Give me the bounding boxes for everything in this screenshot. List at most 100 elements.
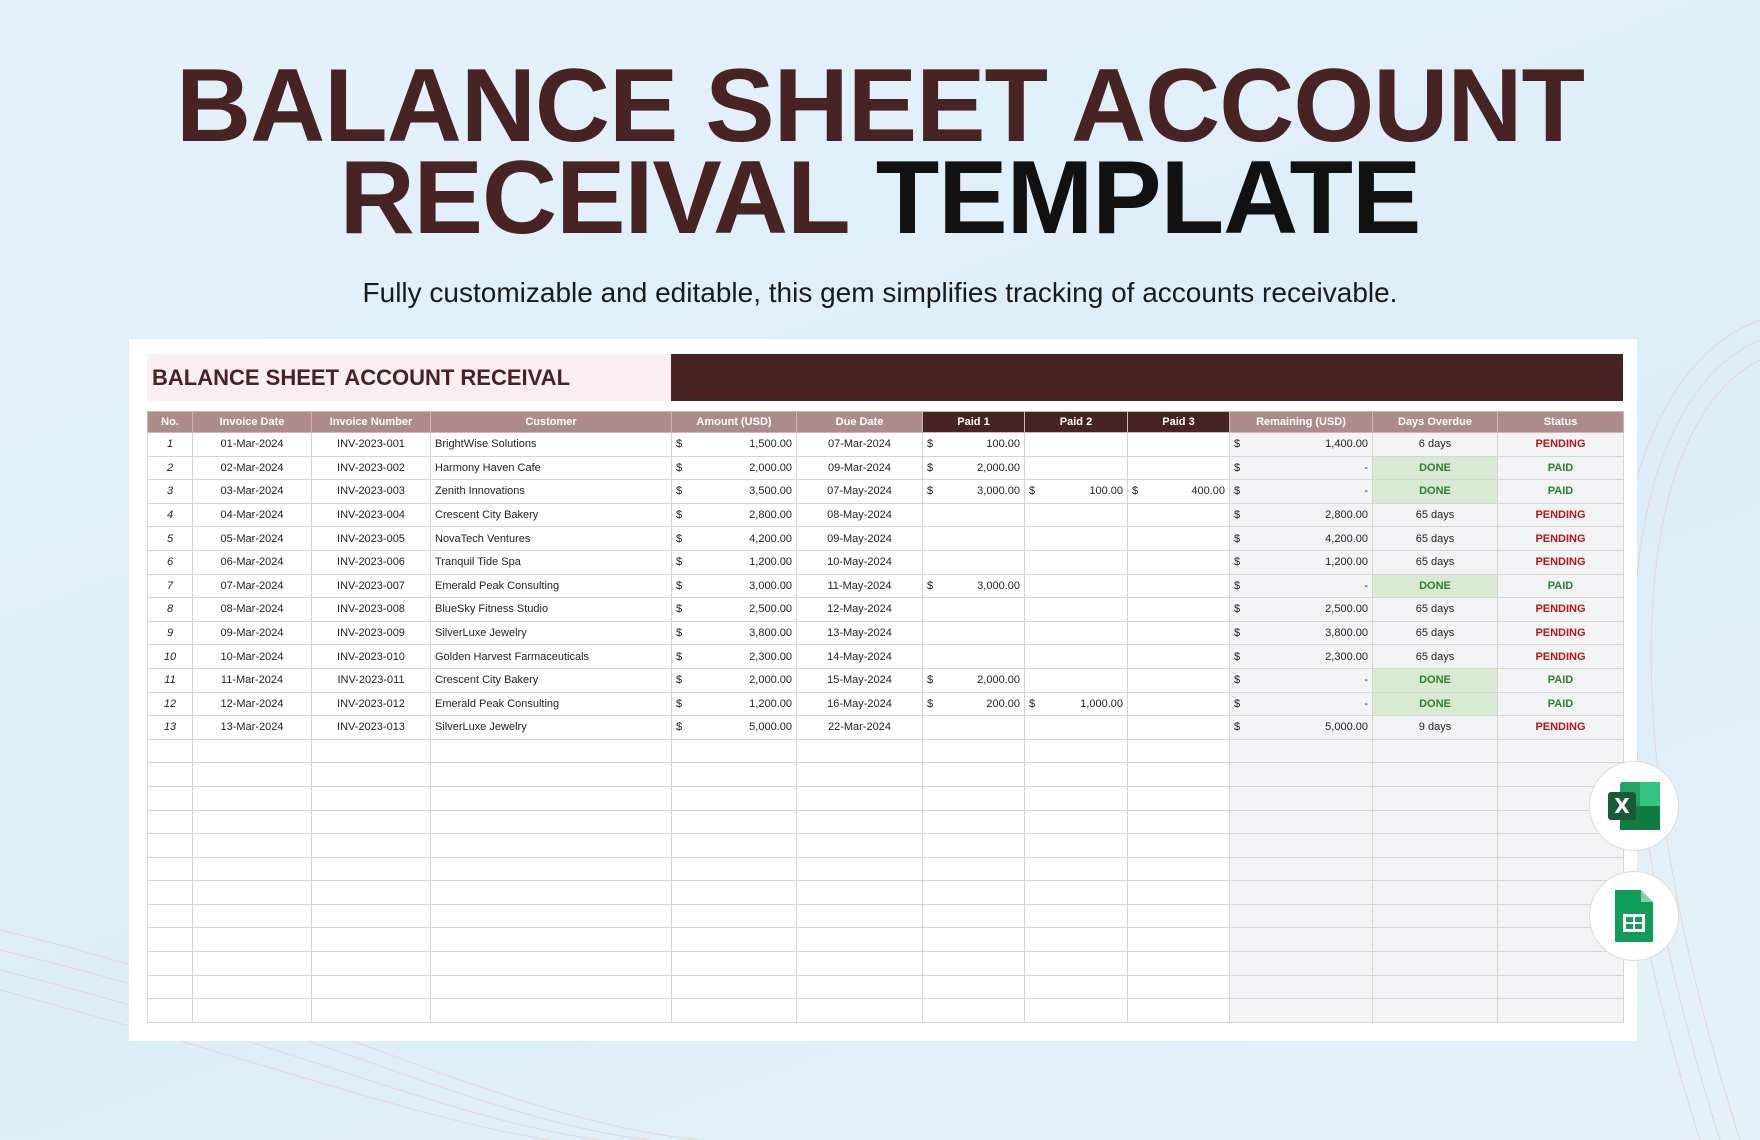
table-cell[interactable]: [1024, 833, 1128, 858]
table-cell[interactable]: [922, 620, 1025, 646]
table-cell[interactable]: $2,800.00: [1229, 502, 1373, 528]
table-cell[interactable]: SilverLuxe Jewelry: [430, 620, 672, 646]
table-cell[interactable]: 65 days: [1372, 597, 1498, 622]
table-cell[interactable]: 09-May-2024: [796, 526, 923, 551]
table-cell[interactable]: [192, 809, 312, 835]
table-cell[interactable]: [1024, 715, 1128, 740]
table-cell[interactable]: PENDING: [1497, 502, 1624, 528]
table-cell[interactable]: DONE: [1372, 667, 1498, 693]
table-cell[interactable]: [311, 903, 431, 929]
table-cell[interactable]: [1127, 502, 1230, 528]
table-cell[interactable]: [311, 998, 431, 1023]
table-cell[interactable]: [1372, 856, 1498, 882]
table-cell[interactable]: $ -: [1229, 479, 1373, 504]
table-cell[interactable]: [1497, 974, 1624, 1000]
table-cell[interactable]: [922, 809, 1025, 835]
table-cell[interactable]: [192, 951, 312, 976]
table-cell[interactable]: [1372, 785, 1498, 811]
table-cell[interactable]: 4: [147, 502, 193, 528]
table-cell[interactable]: 03-Mar-2024: [192, 479, 312, 504]
table-cell[interactable]: [1127, 738, 1230, 764]
table-cell[interactable]: INV-2023-013: [311, 715, 431, 740]
table-cell[interactable]: [192, 762, 312, 787]
table-cell[interactable]: INV-2023-009: [311, 620, 431, 646]
table-cell[interactable]: [922, 762, 1025, 787]
table-cell[interactable]: [671, 880, 797, 905]
table-cell[interactable]: [922, 785, 1025, 811]
table-cell[interactable]: [1127, 951, 1230, 976]
table-cell[interactable]: $100.00: [922, 432, 1025, 457]
table-cell[interactable]: [1024, 762, 1128, 787]
table-cell[interactable]: 10-May-2024: [796, 549, 923, 575]
table-cell[interactable]: [311, 738, 431, 764]
table-cell[interactable]: [1127, 833, 1230, 858]
table-cell[interactable]: [192, 856, 312, 882]
table-cell[interactable]: PAID: [1497, 667, 1624, 693]
table-cell[interactable]: [1229, 785, 1373, 811]
table-cell[interactable]: Crescent City Bakery: [430, 502, 672, 528]
table-cell[interactable]: SilverLuxe Jewelry: [430, 715, 672, 740]
table-cell[interactable]: 65 days: [1372, 549, 1498, 575]
table-cell[interactable]: 13-May-2024: [796, 620, 923, 646]
table-cell[interactable]: $1,200.00: [671, 691, 797, 717]
table-cell[interactable]: 12-May-2024: [796, 597, 923, 622]
table-cell[interactable]: 6: [147, 549, 193, 575]
table-cell[interactable]: [1127, 974, 1230, 1000]
table-cell[interactable]: [1229, 903, 1373, 929]
table-cell[interactable]: [671, 951, 797, 976]
table-cell[interactable]: $ -: [1229, 667, 1373, 693]
table-cell[interactable]: [1372, 809, 1498, 835]
table-cell[interactable]: $100.00: [1024, 479, 1128, 504]
table-cell[interactable]: [430, 785, 672, 811]
table-cell[interactable]: $4,200.00: [1229, 526, 1373, 551]
google-sheets-icon[interactable]: [1589, 871, 1679, 961]
table-cell[interactable]: [430, 903, 672, 929]
table-cell[interactable]: INV-2023-006: [311, 549, 431, 575]
table-cell[interactable]: PENDING: [1497, 549, 1624, 575]
table-cell[interactable]: [922, 597, 1025, 622]
table-cell[interactable]: [1497, 998, 1624, 1023]
table-cell[interactable]: PENDING: [1497, 432, 1624, 457]
table-cell[interactable]: 02-Mar-2024: [192, 455, 312, 481]
table-cell[interactable]: INV-2023-007: [311, 573, 431, 599]
table-cell[interactable]: [1024, 644, 1128, 669]
table-cell[interactable]: [1024, 903, 1128, 929]
table-cell[interactable]: [1024, 974, 1128, 1000]
table-cell[interactable]: [796, 927, 923, 953]
table-cell[interactable]: [1229, 762, 1373, 787]
table-cell[interactable]: NovaTech Ventures: [430, 526, 672, 551]
table-cell[interactable]: [1127, 644, 1230, 669]
table-cell[interactable]: [922, 903, 1025, 929]
table-cell[interactable]: [671, 856, 797, 882]
table-cell[interactable]: 07-Mar-2024: [192, 573, 312, 599]
table-cell[interactable]: [192, 927, 312, 953]
table-cell[interactable]: $1,000.00: [1024, 691, 1128, 717]
table-cell[interactable]: [1127, 998, 1230, 1023]
table-cell[interactable]: DONE: [1372, 691, 1498, 717]
table-cell[interactable]: 65 days: [1372, 620, 1498, 646]
table-cell[interactable]: [1372, 903, 1498, 929]
table-cell[interactable]: [1024, 620, 1128, 646]
table-cell[interactable]: [1024, 455, 1128, 481]
table-cell[interactable]: DONE: [1372, 455, 1498, 481]
table-cell[interactable]: [192, 880, 312, 905]
table-cell[interactable]: [922, 715, 1025, 740]
table-cell[interactable]: $3,000.00: [922, 573, 1025, 599]
table-cell[interactable]: [796, 998, 923, 1023]
table-cell[interactable]: [671, 927, 797, 953]
table-cell[interactable]: $5,000.00: [671, 715, 797, 740]
table-cell[interactable]: 08-May-2024: [796, 502, 923, 528]
table-cell[interactable]: PENDING: [1497, 644, 1624, 669]
table-cell[interactable]: [1372, 974, 1498, 1000]
table-cell[interactable]: 11-May-2024: [796, 573, 923, 599]
table-cell[interactable]: [1372, 762, 1498, 787]
table-cell[interactable]: [147, 738, 193, 764]
table-cell[interactable]: [192, 998, 312, 1023]
table-cell[interactable]: [1127, 620, 1230, 646]
table-cell[interactable]: [1229, 833, 1373, 858]
table-cell[interactable]: [671, 998, 797, 1023]
table-cell[interactable]: [192, 903, 312, 929]
table-cell[interactable]: Emerald Peak Consulting: [430, 691, 672, 717]
table-cell[interactable]: [311, 951, 431, 976]
table-cell[interactable]: [1024, 738, 1128, 764]
